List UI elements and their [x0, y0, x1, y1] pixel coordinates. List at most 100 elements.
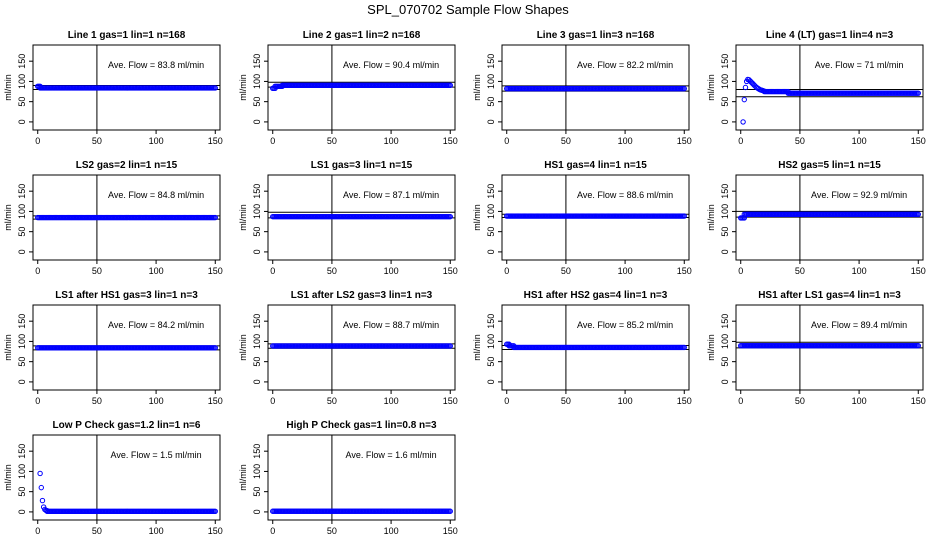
average-flow-annotation: Ave. Flow = 84.2 ml/min [108, 320, 204, 330]
panel-1: Line 1 gas=1 lin=1 n=168 0 50 100 150 0 50 100 1… [3, 30, 223, 146]
data-point [915, 211, 921, 218]
panel-title: HS1 after LS1 gas=4 lin=1 n=3 [758, 290, 901, 301]
plot-frame [32, 44, 221, 131]
y-tick-label: 0 [17, 249, 27, 254]
y-tick-label: 150 [252, 54, 262, 69]
y-tick-label: 0 [486, 249, 496, 254]
y-tick-label: 50 [720, 227, 730, 237]
x-tick-label: 150 [443, 266, 458, 276]
data-point [447, 508, 453, 514]
y-axis-label: ml/min [3, 74, 13, 101]
average-flow-annotation: Ave. Flow = 89.4 ml/min [811, 320, 907, 330]
x-tick-label: 150 [911, 136, 926, 146]
x-tick-label: 100 [149, 396, 164, 406]
x-tick-label: 150 [443, 526, 458, 536]
y-tick-label: 0 [252, 379, 262, 384]
x-tick-label: 100 [384, 396, 399, 406]
x-tick-label: 100 [149, 266, 164, 276]
panel-9: LS1 after HS1 gas=3 lin=1 n=3 0 50 100 150 0 5… [3, 290, 223, 406]
x-tick-label: 50 [561, 396, 571, 406]
data-point [39, 497, 46, 504]
plot-frame [32, 434, 221, 521]
y-tick-label: 150 [252, 444, 262, 459]
y-axis-label: ml/min [238, 204, 248, 231]
x-tick-label: 0 [738, 266, 743, 276]
average-flow-annotation: Ave. Flow = 88.7 ml/min [343, 320, 439, 330]
data-point [741, 96, 747, 103]
y-tick-label: 0 [17, 379, 27, 384]
average-flow-annotation: Ave. Flow = 71 ml/min [815, 60, 904, 70]
x-tick-label: 100 [384, 266, 399, 276]
average-flow-annotation: Ave. Flow = 83.8 ml/min [108, 60, 204, 70]
y-tick-label: 0 [17, 119, 27, 124]
x-tick-label: 150 [911, 266, 926, 276]
x-tick-label: 150 [677, 396, 692, 406]
average-flow-annotation: Ave. Flow = 87.1 ml/min [343, 190, 439, 200]
plot-frame [735, 44, 924, 131]
x-tick-label: 50 [327, 136, 337, 146]
y-axis-label: ml/min [238, 464, 248, 491]
y-axis-label: ml/min [238, 74, 248, 101]
y-tick-label: 150 [486, 184, 496, 199]
average-flow-annotation: Ave. Flow = 1.6 ml/min [346, 450, 437, 460]
x-tick-label: 0 [35, 266, 40, 276]
panel-2: Line 2 gas=1 lin=2 n=168 0 50 100 150 0 50 100 1… [238, 30, 458, 146]
y-axis-label: ml/min [3, 464, 13, 491]
y-tick-label: 50 [17, 487, 27, 497]
panel-10: LS1 after LS2 gas=3 lin=1 n=3 0 50 100 150 0 5… [238, 290, 458, 406]
data-point [915, 90, 921, 96]
x-tick-label: 50 [561, 136, 571, 146]
data-point [212, 508, 218, 514]
average-flow-annotation: Ave. Flow = 90.4 ml/min [343, 60, 439, 70]
panel-title: High P Check gas=1 lin=0.8 n=3 [286, 420, 437, 431]
data-point [447, 343, 453, 349]
y-tick-label: 100 [252, 204, 262, 219]
y-tick-label: 150 [17, 184, 27, 199]
x-tick-label: 0 [504, 136, 509, 146]
panel-title: Line 3 gas=1 lin=3 n=168 [537, 30, 655, 41]
y-tick-label: 50 [17, 357, 27, 367]
x-tick-label: 0 [738, 136, 743, 146]
y-tick-label: 50 [486, 97, 496, 107]
panel-12: HS1 after LS1 gas=4 lin=1 n=3 0 50 100 150 0 5… [706, 290, 926, 406]
x-tick-label: 150 [208, 396, 223, 406]
y-axis-label: ml/min [3, 204, 13, 231]
data-point [915, 343, 921, 349]
y-tick-label: 100 [486, 74, 496, 89]
panel-title: Line 1 gas=1 lin=1 n=168 [68, 30, 186, 41]
data-point [37, 470, 43, 477]
y-axis-label: ml/min [706, 334, 716, 361]
x-tick-label: 100 [618, 136, 633, 146]
y-tick-label: 100 [17, 334, 27, 349]
panel-title: LS1 after HS1 gas=3 lin=1 n=3 [55, 290, 198, 301]
x-tick-label: 0 [270, 396, 275, 406]
x-tick-label: 50 [795, 396, 805, 406]
x-tick-label: 50 [561, 266, 571, 276]
x-tick-label: 0 [738, 396, 743, 406]
data-point [447, 213, 453, 220]
x-tick-label: 50 [92, 136, 102, 146]
y-tick-label: 50 [720, 357, 730, 367]
x-tick-label: 100 [149, 526, 164, 536]
y-tick-label: 100 [252, 74, 262, 89]
panel-title: Line 2 gas=1 lin=2 n=168 [303, 30, 421, 41]
x-tick-label: 0 [270, 266, 275, 276]
y-tick-label: 0 [486, 119, 496, 124]
x-tick-label: 150 [677, 136, 692, 146]
data-point [681, 344, 687, 351]
average-flow-annotation: Ave. Flow = 85.2 ml/min [577, 320, 673, 330]
plot-frame [501, 44, 690, 131]
y-tick-label: 50 [252, 357, 262, 367]
average-flow-annotation: Ave. Flow = 82.2 ml/min [577, 60, 673, 70]
x-tick-label: 150 [911, 396, 926, 406]
x-tick-label: 50 [327, 396, 337, 406]
y-tick-label: 0 [720, 249, 730, 254]
panel-5: LS2 gas=2 lin=1 n=15 0 50 100 150 0 50 100 150 ml… [3, 160, 223, 276]
y-tick-label: 50 [17, 97, 27, 107]
y-tick-label: 100 [720, 204, 730, 219]
panel-4: Line 4 (LT) gas=1 lin=4 n=3 0 50 100 150 0 50 1… [706, 30, 926, 146]
x-tick-label: 100 [618, 396, 633, 406]
x-tick-label: 50 [795, 136, 805, 146]
x-tick-label: 0 [35, 526, 40, 536]
